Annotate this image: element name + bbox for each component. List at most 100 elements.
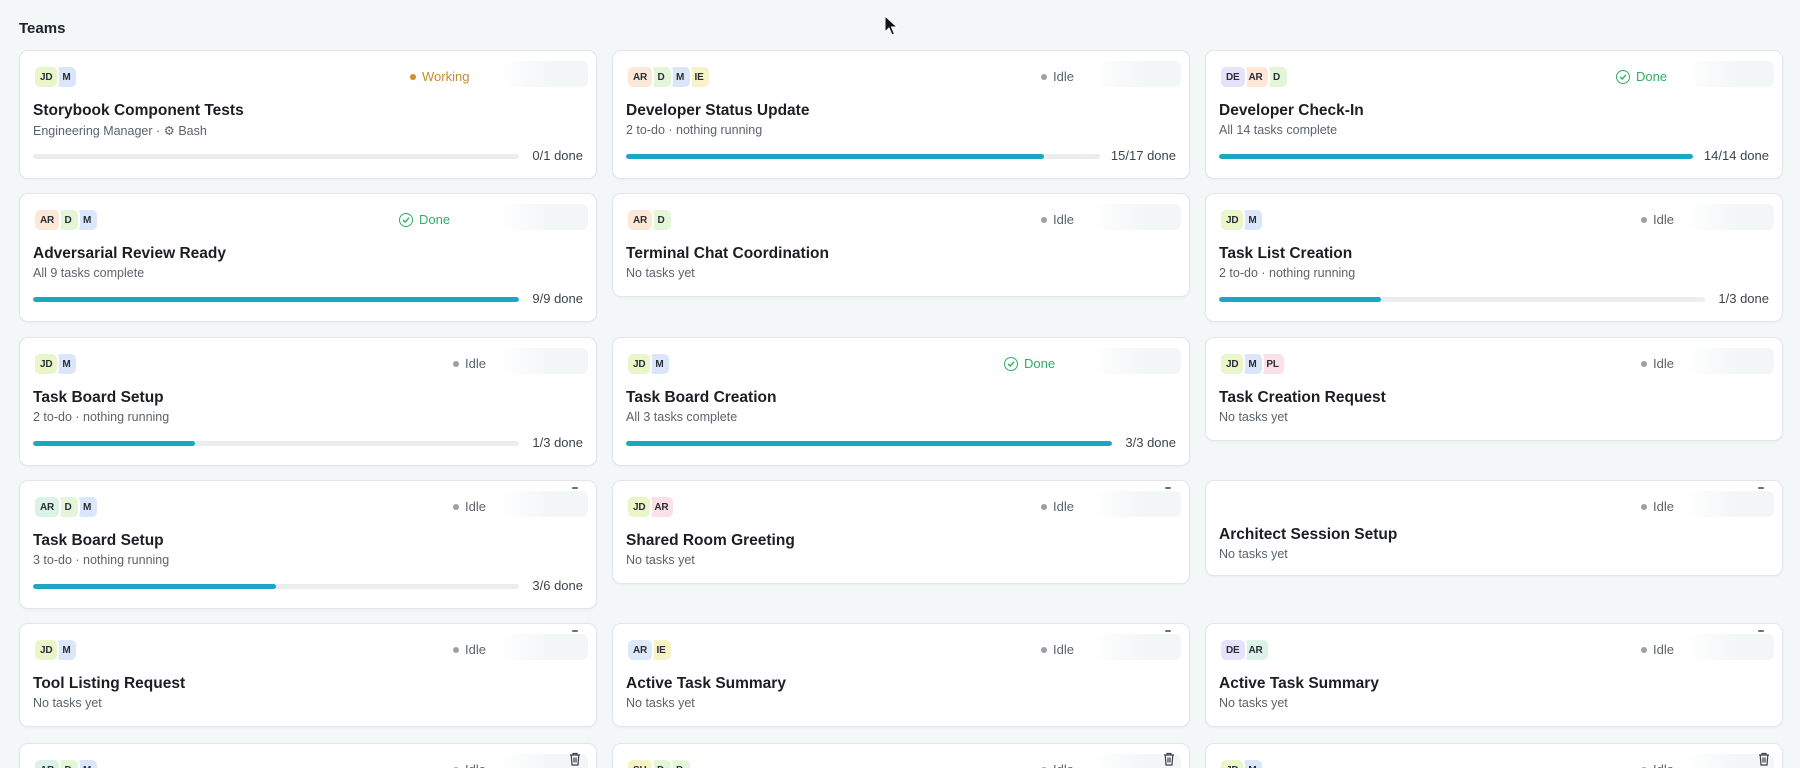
status-label: Idle <box>465 762 486 768</box>
status-label: Done <box>1636 69 1668 84</box>
status-backdrop <box>498 634 588 660</box>
team-title[interactable]: Task Board Creation <box>626 389 777 406</box>
card-menu-handle[interactable] <box>572 487 578 489</box>
done-count: 9/9 done <box>532 291 583 306</box>
team-card[interactable]: DE AR Idle Active Task Summary No tasks yet <box>1205 623 1783 727</box>
done-count: 1/3 done <box>532 435 583 450</box>
status-backdrop <box>498 348 588 374</box>
team-title[interactable]: Storybook Component Tests <box>33 102 244 119</box>
team-card[interactable]: JD M PL Idle Task Creation Request No tasks y… <box>1205 337 1783 441</box>
team-title[interactable]: Developer Status Update <box>626 102 810 119</box>
status-badge: Idle <box>453 762 486 768</box>
progress-fill <box>33 441 195 446</box>
done-count: 1/3 done <box>1718 291 1769 306</box>
status-dot-icon <box>1041 766 1047 768</box>
status-label: Done <box>1024 356 1056 371</box>
progress-bar <box>626 441 1112 446</box>
team-title[interactable]: Task Creation Request <box>1219 389 1386 406</box>
team-subtitle: No tasks yet <box>1219 410 1288 424</box>
team-card[interactable]: Idle Architect Session Setup No tasks yet <box>1205 480 1783 576</box>
avatar: JD <box>1219 758 1246 768</box>
avatar-group: DE AR <box>1219 638 1270 662</box>
status-label: Idle <box>465 642 486 657</box>
team-card[interactable]: JD AR Idle Shared Room Greeting No tasks yet <box>612 480 1190 584</box>
avatar: JD <box>626 352 653 376</box>
team-title[interactable]: Task Board Setup <box>33 532 164 549</box>
team-subtitle: No tasks yet <box>626 696 695 710</box>
team-card[interactable]: DE AR D Done Developer Check-In All 14 tasks … <box>1205 50 1783 179</box>
team-card[interactable]: SHDD Idle <box>612 743 1190 768</box>
status-badge: Idle <box>1641 762 1674 768</box>
trash-icon[interactable] <box>1757 752 1771 766</box>
team-card[interactable]: AR IE Idle Active Task Summary No tasks yet <box>612 623 1190 727</box>
progress-fill <box>1219 154 1693 159</box>
check-circle-icon <box>1616 69 1630 84</box>
team-card[interactable]: JD M Working Storybook Component Tests Engin… <box>19 50 597 179</box>
trash-icon[interactable] <box>568 752 582 766</box>
team-title[interactable]: Task Board Setup <box>33 389 164 406</box>
team-card[interactable]: AR D Idle Terminal Chat Coordination No task… <box>612 193 1190 297</box>
status-label: Idle <box>1053 69 1074 84</box>
check-circle-icon <box>399 212 413 227</box>
card-menu-handle[interactable] <box>1758 630 1764 632</box>
status-label: Idle <box>1653 356 1674 371</box>
avatar: JD <box>33 352 60 376</box>
team-title[interactable]: Active Task Summary <box>626 675 786 692</box>
team-card[interactable]: JD M Idle Tool Listing Request No tasks yet <box>19 623 597 727</box>
team-subtitle: All 3 tasks complete <box>626 410 738 424</box>
status-backdrop <box>1091 204 1181 230</box>
team-title[interactable]: Architect Session Setup <box>1219 526 1398 543</box>
card-menu-handle[interactable] <box>572 630 578 632</box>
progress-bar <box>1219 297 1705 302</box>
status-dot-icon <box>1641 766 1647 768</box>
progress-fill <box>626 441 1112 446</box>
team-title[interactable]: Terminal Chat Coordination <box>626 245 829 262</box>
team-subtitle: Engineering Manager · ⚙ Bash <box>33 124 207 138</box>
trash-icon[interactable] <box>1162 752 1176 766</box>
status-backdrop <box>498 61 588 87</box>
team-card[interactable]: JD M Idle Task Board Setup 2 to-do · nothing… <box>19 337 597 466</box>
status-backdrop <box>1091 634 1181 660</box>
team-title[interactable]: Active Task Summary <box>1219 675 1379 692</box>
avatar: AR <box>33 495 62 519</box>
team-title[interactable]: Tool Listing Request <box>33 675 186 692</box>
avatar: DE <box>1219 638 1247 662</box>
team-card[interactable]: JDM Idle <box>1205 743 1783 768</box>
status-badge: Done <box>1004 356 1055 371</box>
avatar: AR <box>33 208 62 232</box>
avatar: AR <box>626 208 655 232</box>
status-label: Done <box>419 212 451 227</box>
status-dot-icon <box>1041 503 1047 510</box>
card-menu-handle[interactable] <box>1758 487 1764 489</box>
status-backdrop <box>498 754 588 768</box>
status-label: Idle <box>1653 499 1674 514</box>
card-menu-handle[interactable] <box>1165 630 1171 632</box>
team-card[interactable]: AR D M IE Idle Developer Status Update 2 to-do… <box>612 50 1190 179</box>
team-card[interactable]: JD M Done Task Board Creation All 3 tasks co… <box>612 337 1190 466</box>
check-circle-icon <box>1004 356 1018 371</box>
status-badge: Idle <box>1041 499 1074 514</box>
team-card[interactable]: AR D M Idle Task Board Setup 3 to-do · nothin… <box>19 480 597 609</box>
progress-bar <box>33 154 519 159</box>
progress-fill <box>626 154 1045 159</box>
status-label: Idle <box>1653 762 1674 768</box>
status-badge: Idle <box>1641 642 1674 657</box>
status-dot-icon <box>1641 216 1647 223</box>
team-title[interactable]: Shared Room Greeting <box>626 532 795 549</box>
team-title[interactable]: Developer Check-In <box>1219 102 1364 119</box>
status-backdrop <box>1684 204 1774 230</box>
avatar: JD <box>33 65 60 89</box>
team-card[interactable]: AR D M Done Adversarial Review Ready All 9 ta… <box>19 193 597 322</box>
avatar-group: SHDD <box>626 758 692 768</box>
team-card[interactable]: JD M Idle Task List Creation 2 to-do · nothi… <box>1205 193 1783 322</box>
status-dot-icon <box>453 360 459 367</box>
status-dot-icon <box>1041 646 1047 653</box>
team-subtitle: No tasks yet <box>1219 547 1288 561</box>
status-backdrop <box>1091 754 1181 768</box>
team-title[interactable]: Adversarial Review Ready <box>33 245 226 262</box>
team-title[interactable]: Task List Creation <box>1219 245 1353 262</box>
card-menu-handle[interactable] <box>1165 487 1171 489</box>
